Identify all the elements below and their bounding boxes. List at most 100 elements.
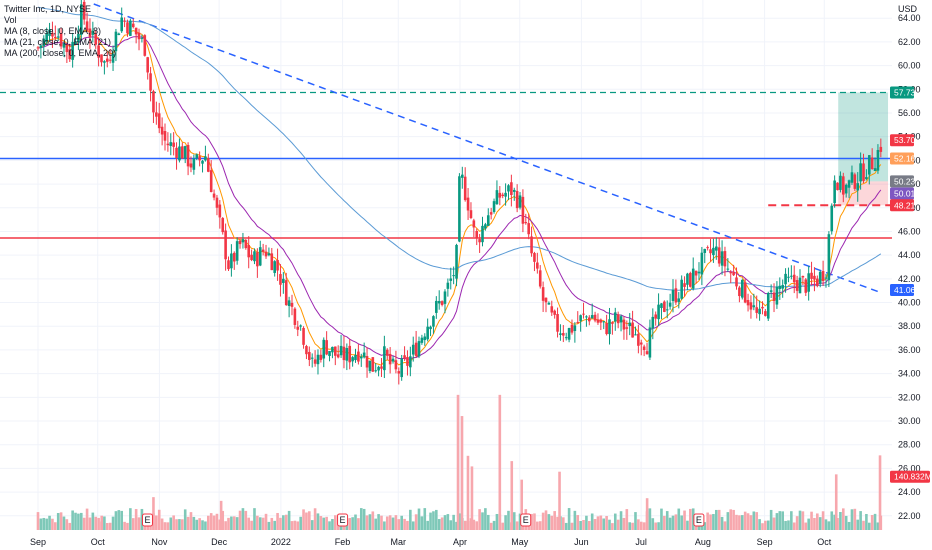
candle-body [665, 309, 669, 311]
volume-bar [157, 509, 161, 530]
candle-body [720, 251, 724, 266]
candle-body [380, 366, 383, 369]
volume-bar [740, 515, 744, 530]
volume-bar [299, 516, 302, 530]
volume-bar [51, 518, 54, 530]
candle-body [310, 357, 314, 359]
volume-bar [189, 512, 193, 530]
volume-bar [691, 508, 695, 530]
time-tick-label: May [511, 537, 529, 547]
candle-body [856, 183, 860, 191]
candle-body [489, 212, 493, 215]
symbol-title[interactable]: Twitter Inc, 1D, NYSE [4, 4, 92, 14]
volume-bar [862, 520, 865, 530]
legend-ma-21[interactable]: MA (21, close, 0, EMA, 21) [4, 37, 112, 47]
candle-body [570, 324, 574, 333]
candle-body [671, 290, 675, 301]
volume-bar [790, 511, 793, 530]
time-axis[interactable]: Sep Oct Nov Dec 2022 Feb Mar Apr May Jun Jul Aug Sep… [30, 537, 832, 547]
candle-body [247, 245, 251, 258]
volume-spike-bar [152, 497, 155, 530]
volume-bar [562, 517, 565, 530]
volume-bar [556, 516, 559, 530]
volume-bar [481, 512, 484, 530]
candle-body [417, 341, 421, 357]
volume-bar [795, 516, 799, 530]
candle-body [359, 356, 363, 359]
legend-volume[interactable]: Vol [4, 15, 17, 25]
candle-body [481, 225, 484, 243]
trendline[interactable] [93, 3, 883, 294]
volume-bar [530, 513, 533, 530]
candle-body [813, 275, 816, 280]
candle-body [634, 334, 637, 336]
price-tag-value: 140.832M [894, 472, 932, 482]
volume-bar [821, 511, 825, 530]
volume-bar [484, 508, 487, 530]
candle-body [91, 30, 95, 35]
candle-body [88, 28, 92, 38]
candle-body [792, 274, 796, 283]
candle-body [680, 279, 683, 299]
volume-bar [322, 517, 326, 530]
candle-body [850, 172, 854, 183]
time-tick-label: Oct [817, 537, 832, 547]
volume-bar [129, 508, 132, 530]
candle-body [715, 246, 718, 251]
candle-body [556, 314, 559, 332]
candle-body [105, 58, 109, 62]
volume-bar [657, 522, 660, 530]
volume-bar [140, 508, 144, 530]
candle-body [368, 360, 372, 372]
candle-body [449, 278, 453, 281]
candle-body [466, 197, 470, 211]
candle-body [639, 342, 643, 345]
candle-body [394, 360, 398, 370]
volume-bar [625, 509, 629, 530]
candle-body [452, 275, 455, 277]
volume-bar [553, 511, 556, 530]
volume-bar [746, 513, 750, 530]
volume-bar [426, 520, 429, 530]
volume-bar [293, 520, 297, 530]
candle-body [342, 346, 346, 361]
candle-body [241, 239, 245, 243]
candle-body [795, 280, 799, 291]
legend-ma-200[interactable]: MA (200, close, 0, EMA, 20) [4, 48, 117, 58]
candle-body [717, 247, 721, 264]
volume-bar [856, 519, 860, 530]
loss-zone [838, 181, 889, 206]
volume-bar [241, 508, 245, 530]
legend-ma-8[interactable]: MA (8, close, 0, EMA, 8) [4, 26, 102, 36]
candle-body [97, 45, 100, 58]
volume-bar [131, 518, 135, 530]
candle-body [172, 142, 175, 147]
candle-body [273, 261, 276, 273]
candle-body [521, 196, 525, 224]
candle-body [758, 308, 761, 315]
volume-bar [715, 509, 718, 530]
candle-body [420, 337, 424, 343]
price-tick-label: 26.00 [898, 463, 921, 473]
horizontal-lines[interactable] [0, 91, 892, 239]
volume-bar [383, 521, 386, 530]
volume-bar [853, 508, 857, 530]
earnings-marker [337, 513, 349, 527]
candle-body [54, 36, 57, 39]
volume-bar [570, 522, 574, 530]
candle-body [189, 163, 193, 168]
volume-bar [743, 511, 747, 530]
volume-bar [752, 511, 756, 530]
candle-body [446, 282, 450, 289]
candle-body [798, 277, 802, 294]
candle-body [862, 163, 865, 181]
candle-body [694, 270, 698, 276]
candle-body [204, 156, 207, 161]
candle-body [331, 346, 334, 353]
volume-bar [867, 522, 871, 530]
candle-body [62, 43, 66, 48]
candle-body [82, 1, 86, 20]
candle-body [475, 230, 479, 238]
